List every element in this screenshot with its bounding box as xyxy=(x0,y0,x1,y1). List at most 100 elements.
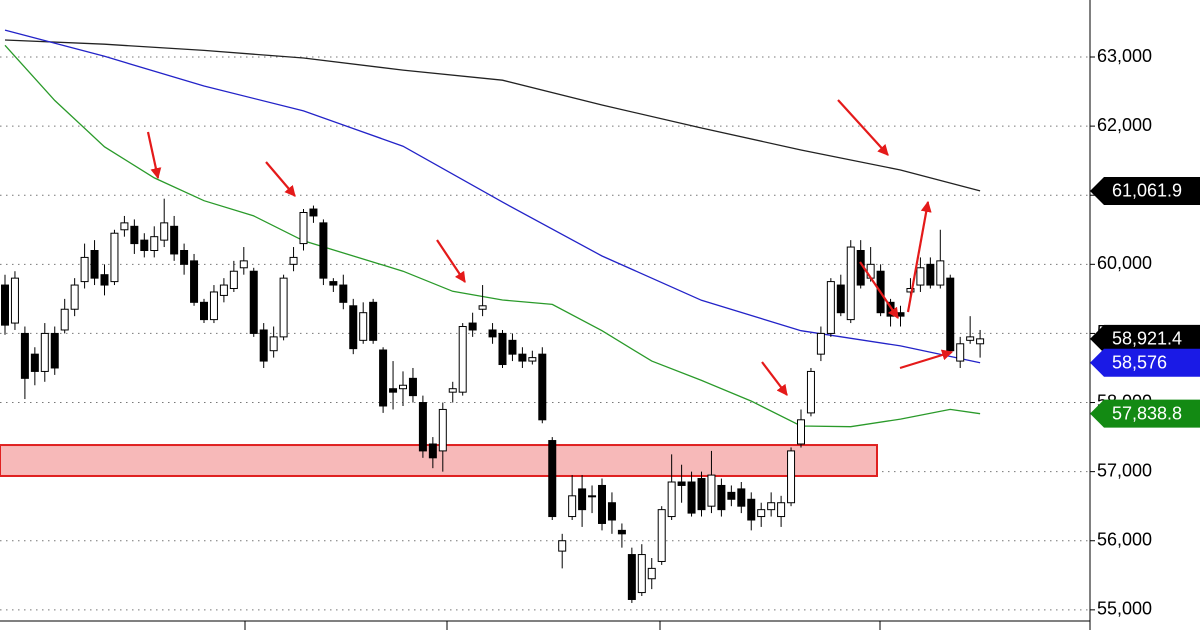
arrow xyxy=(899,349,954,370)
candle-body xyxy=(20,332,29,379)
candle-body xyxy=(329,281,338,286)
candle-body xyxy=(976,338,985,345)
candle-body xyxy=(787,450,796,504)
candle-body xyxy=(130,225,139,245)
candle-body xyxy=(40,332,49,372)
candle-body xyxy=(478,305,487,310)
candle-body xyxy=(249,270,258,334)
arrow xyxy=(265,161,296,197)
y-tick-label: 55,000 xyxy=(1097,599,1152,619)
candle-body xyxy=(259,329,268,362)
candle-body xyxy=(797,419,805,445)
moving-averages xyxy=(4,29,981,428)
candle-body xyxy=(598,484,606,524)
price-tag xyxy=(1090,324,1200,353)
x-axis-ticks xyxy=(244,621,881,630)
candle-body xyxy=(816,332,825,355)
candle-body xyxy=(369,301,378,341)
candle-body xyxy=(418,402,427,452)
candle-body xyxy=(777,502,786,518)
arrow xyxy=(436,239,466,283)
candle-body xyxy=(309,208,318,217)
candle-body xyxy=(448,388,457,393)
moving-average-line xyxy=(4,44,981,428)
candle-body xyxy=(488,329,497,338)
support-zone xyxy=(0,444,878,477)
candle-body xyxy=(717,484,726,511)
price-tag xyxy=(1090,348,1200,377)
candle-body xyxy=(428,443,437,459)
candle-body xyxy=(946,277,955,352)
price-tag-label: 58,576 xyxy=(1112,352,1167,372)
arrow xyxy=(146,131,162,180)
candle-body xyxy=(100,274,109,286)
candle-body xyxy=(289,256,298,265)
candle-body xyxy=(647,567,656,580)
y-tick-label: 57,000 xyxy=(1097,460,1152,480)
zone xyxy=(0,444,878,477)
candle-body xyxy=(140,239,149,252)
candle-body xyxy=(687,481,696,514)
y-tick-label: 63,000 xyxy=(1097,46,1152,66)
candles xyxy=(1,198,985,603)
candle-body xyxy=(568,495,577,518)
candle-body xyxy=(588,495,597,498)
candle-body xyxy=(299,211,308,245)
candle-body xyxy=(379,349,388,407)
candle-body xyxy=(538,353,547,421)
candle-body xyxy=(359,312,368,341)
candle-body xyxy=(617,529,626,535)
candle-body xyxy=(269,336,278,352)
candle-body xyxy=(349,305,358,350)
moving-average-line xyxy=(4,29,981,364)
candle-body xyxy=(110,232,119,283)
candle-body xyxy=(508,339,517,355)
candle-body xyxy=(697,478,706,511)
candle-body xyxy=(438,408,447,452)
price-tags: 61,061.9 58,921.4 58,576 57,838.8 xyxy=(1090,176,1200,428)
candle-body xyxy=(498,332,507,366)
candle-body xyxy=(637,554,646,594)
candle-body xyxy=(190,260,199,303)
price-tag-label: 58,921.4 xyxy=(1112,329,1182,349)
candle-body xyxy=(458,326,467,393)
candle-body xyxy=(90,250,99,279)
candle-body xyxy=(757,509,766,518)
candle-body xyxy=(200,301,208,321)
candle-body xyxy=(180,250,189,265)
candle-body xyxy=(667,481,676,518)
candle-body xyxy=(956,343,965,362)
candle-body xyxy=(10,277,19,324)
candle-body xyxy=(747,498,756,521)
candle-body xyxy=(229,270,238,290)
candle-body xyxy=(826,281,835,334)
annotation-arrows xyxy=(146,99,954,396)
candle-body xyxy=(50,332,59,369)
arrow xyxy=(859,261,899,319)
price-tag xyxy=(1090,176,1200,205)
candle-body xyxy=(896,312,905,317)
candle-body xyxy=(170,225,179,255)
candle-body xyxy=(319,222,328,279)
arrow xyxy=(761,361,788,396)
price-tag-label: 61,061.9 xyxy=(1112,181,1182,201)
candle-body xyxy=(707,474,716,507)
candle-body xyxy=(219,284,228,296)
candle-body xyxy=(239,260,248,269)
candle-body xyxy=(30,353,39,372)
candle-body xyxy=(150,236,159,252)
candle-body xyxy=(468,322,477,331)
candle-body xyxy=(518,353,527,362)
candle-body xyxy=(548,440,557,518)
candle-body xyxy=(657,509,666,562)
candle-body xyxy=(836,284,845,314)
candle-body xyxy=(578,488,587,511)
candle-body xyxy=(70,284,79,310)
candle-body xyxy=(806,370,815,414)
candle-body xyxy=(846,246,855,321)
candle-body xyxy=(607,502,616,521)
arrow xyxy=(906,200,932,313)
candle-body xyxy=(677,481,686,486)
